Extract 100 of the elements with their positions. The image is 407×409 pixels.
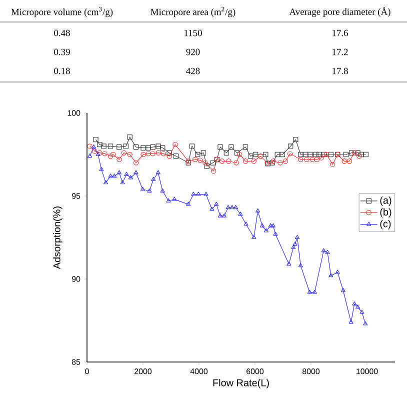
text: Micropore volume (cm$^{3}$/g) [11, 6, 113, 18]
point [92, 148, 98, 154]
point [204, 192, 208, 196]
point [140, 186, 146, 191]
point [150, 144, 156, 150]
point [191, 192, 196, 196]
text: 0.48 [54, 30, 70, 36]
point [248, 154, 254, 159]
point [124, 172, 129, 176]
text: 428 [186, 68, 200, 74]
point [355, 304, 360, 309]
point [97, 142, 102, 148]
point [116, 170, 122, 174]
point [270, 223, 276, 228]
point [147, 188, 152, 192]
point [234, 160, 239, 166]
point [123, 144, 129, 149]
legend-label: (b) [380, 208, 392, 218]
point [256, 208, 260, 212]
point [242, 144, 248, 150]
point [110, 152, 116, 158]
point [121, 150, 127, 156]
point [99, 166, 104, 171]
point [140, 152, 146, 158]
point [108, 154, 114, 159]
point [352, 301, 357, 306]
point [103, 180, 108, 184]
point [166, 198, 171, 202]
point [151, 176, 156, 181]
point [244, 222, 248, 226]
point [280, 152, 286, 158]
point [226, 158, 232, 164]
point [226, 205, 230, 210]
point [204, 164, 210, 169]
point [293, 136, 298, 142]
text: 17.8 [332, 68, 348, 74]
point [287, 151, 293, 156]
point [128, 175, 133, 180]
text: 17.2 [332, 48, 348, 56]
point [160, 188, 165, 192]
point [210, 206, 214, 211]
point [202, 160, 208, 166]
legend-label: (c) [380, 220, 391, 230]
point [292, 242, 298, 246]
point [330, 162, 336, 168]
point [322, 152, 327, 158]
legend-label: (a) [380, 196, 392, 206]
text: 920 [186, 48, 200, 56]
text: 1150 [184, 30, 202, 36]
point [278, 160, 283, 166]
point [230, 205, 234, 210]
point [263, 152, 268, 158]
point [273, 232, 278, 236]
point [134, 170, 138, 174]
point [222, 213, 226, 218]
point [252, 234, 256, 239]
point [196, 192, 201, 196]
point [348, 320, 354, 324]
point [219, 158, 225, 164]
point [304, 156, 310, 162]
point [252, 152, 258, 158]
point [363, 152, 368, 158]
point [307, 290, 312, 294]
point [237, 152, 242, 158]
point [186, 202, 191, 206]
point [133, 160, 139, 166]
point [342, 158, 347, 164]
point [192, 156, 198, 162]
text: Micropore area (m$^{2}$/g) [150, 6, 236, 18]
point [166, 154, 172, 159]
point [195, 152, 200, 158]
point [224, 150, 230, 156]
point [156, 150, 162, 156]
point [355, 150, 360, 156]
point [133, 144, 139, 150]
point [218, 144, 223, 150]
text: 0.39 [54, 48, 70, 56]
point [150, 151, 156, 156]
point [242, 158, 248, 164]
point [313, 152, 318, 158]
point [214, 202, 219, 206]
point [312, 290, 317, 294]
point [146, 151, 151, 156]
y-axis-title: Adsorption(%) [53, 206, 62, 270]
point [346, 158, 352, 164]
point [298, 263, 303, 268]
point [352, 150, 358, 156]
point [173, 154, 179, 159]
point [228, 144, 234, 150]
point [200, 150, 206, 156]
point [298, 156, 304, 162]
point [108, 173, 113, 178]
point [210, 160, 216, 166]
point [303, 152, 308, 158]
text: 17.6 [332, 30, 348, 36]
point [349, 150, 354, 156]
point [251, 158, 256, 164]
point [101, 144, 106, 149]
point [108, 144, 114, 149]
point [286, 261, 292, 266]
